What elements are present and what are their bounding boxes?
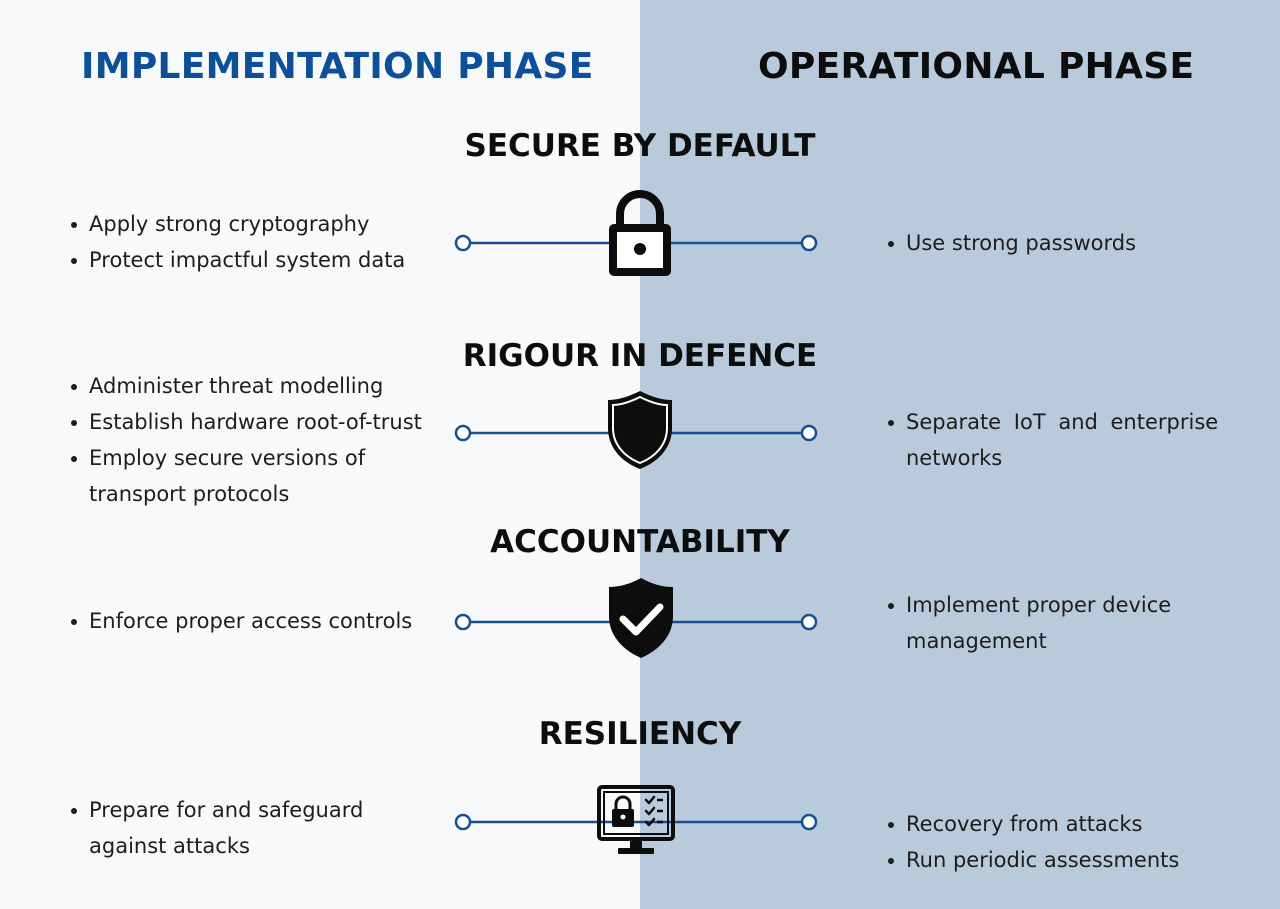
list-item-continuation-text: against attacks <box>89 834 250 858</box>
operational-list: Implement proper device management <box>888 587 1171 659</box>
padlock-icon <box>609 190 671 276</box>
shield-icon <box>608 391 672 469</box>
list-item: Enforce proper access controls <box>71 603 412 639</box>
list-item: Administer threat modelling <box>71 368 422 404</box>
section-title: RESILIENCY <box>538 716 742 752</box>
list-item-continuation-text: management <box>906 629 1047 653</box>
implementation-list: Apply strong cryptography Protect impact… <box>71 206 405 278</box>
section-title: RIGOUR IN DEFENCE <box>462 338 818 374</box>
list-item-continuation-text: transport protocols <box>89 482 290 506</box>
list-item: Employ secure versions of <box>71 440 422 476</box>
implementation-panel <box>0 0 640 909</box>
list-item: Use strong passwords <box>888 225 1136 261</box>
list-item: Apply strong cryptography <box>71 206 405 242</box>
monitor-lock-checklist-icon <box>597 785 675 854</box>
list-item: Establish hardware root-of-trust <box>71 404 422 440</box>
operational-list: Separate IoT and enterprise networks <box>888 404 1218 476</box>
list-item: Run periodic assessments <box>888 842 1179 878</box>
list-item: Prepare for and safeguard <box>71 792 363 828</box>
implementation-list: Prepare for and safeguard against attack… <box>71 792 363 864</box>
list-item-continuation: against attacks <box>71 828 363 864</box>
operational-list: Recovery from attacks Run periodic asses… <box>888 806 1179 878</box>
shield-check-icon <box>609 578 673 658</box>
implementation-list: Enforce proper access controls <box>71 603 412 639</box>
operational-panel <box>640 0 1280 909</box>
implementation-phase-title: IMPLEMENTATION PHASE <box>81 46 594 87</box>
implementation-list: Administer threat modelling Establish ha… <box>71 368 422 512</box>
connector-line <box>454 813 818 831</box>
list-item-continuation: transport protocols <box>71 476 422 512</box>
section-title: ACCOUNTABILITY <box>490 524 790 560</box>
list-item: Protect impactful system data <box>71 242 405 278</box>
operational-list: Use strong passwords <box>888 225 1136 261</box>
list-item: Separate IoT and enterprise <box>888 404 1218 440</box>
section-title: SECURE BY DEFAULT <box>464 128 816 164</box>
list-item: Recovery from attacks <box>888 806 1179 842</box>
operational-phase-title: OPERATIONAL PHASE <box>758 46 1195 87</box>
list-item-continuation-text: networks <box>906 446 1003 470</box>
list-item: Implement proper device <box>888 587 1171 623</box>
list-item-continuation: networks <box>888 440 1218 476</box>
list-item-continuation: management <box>888 623 1171 659</box>
